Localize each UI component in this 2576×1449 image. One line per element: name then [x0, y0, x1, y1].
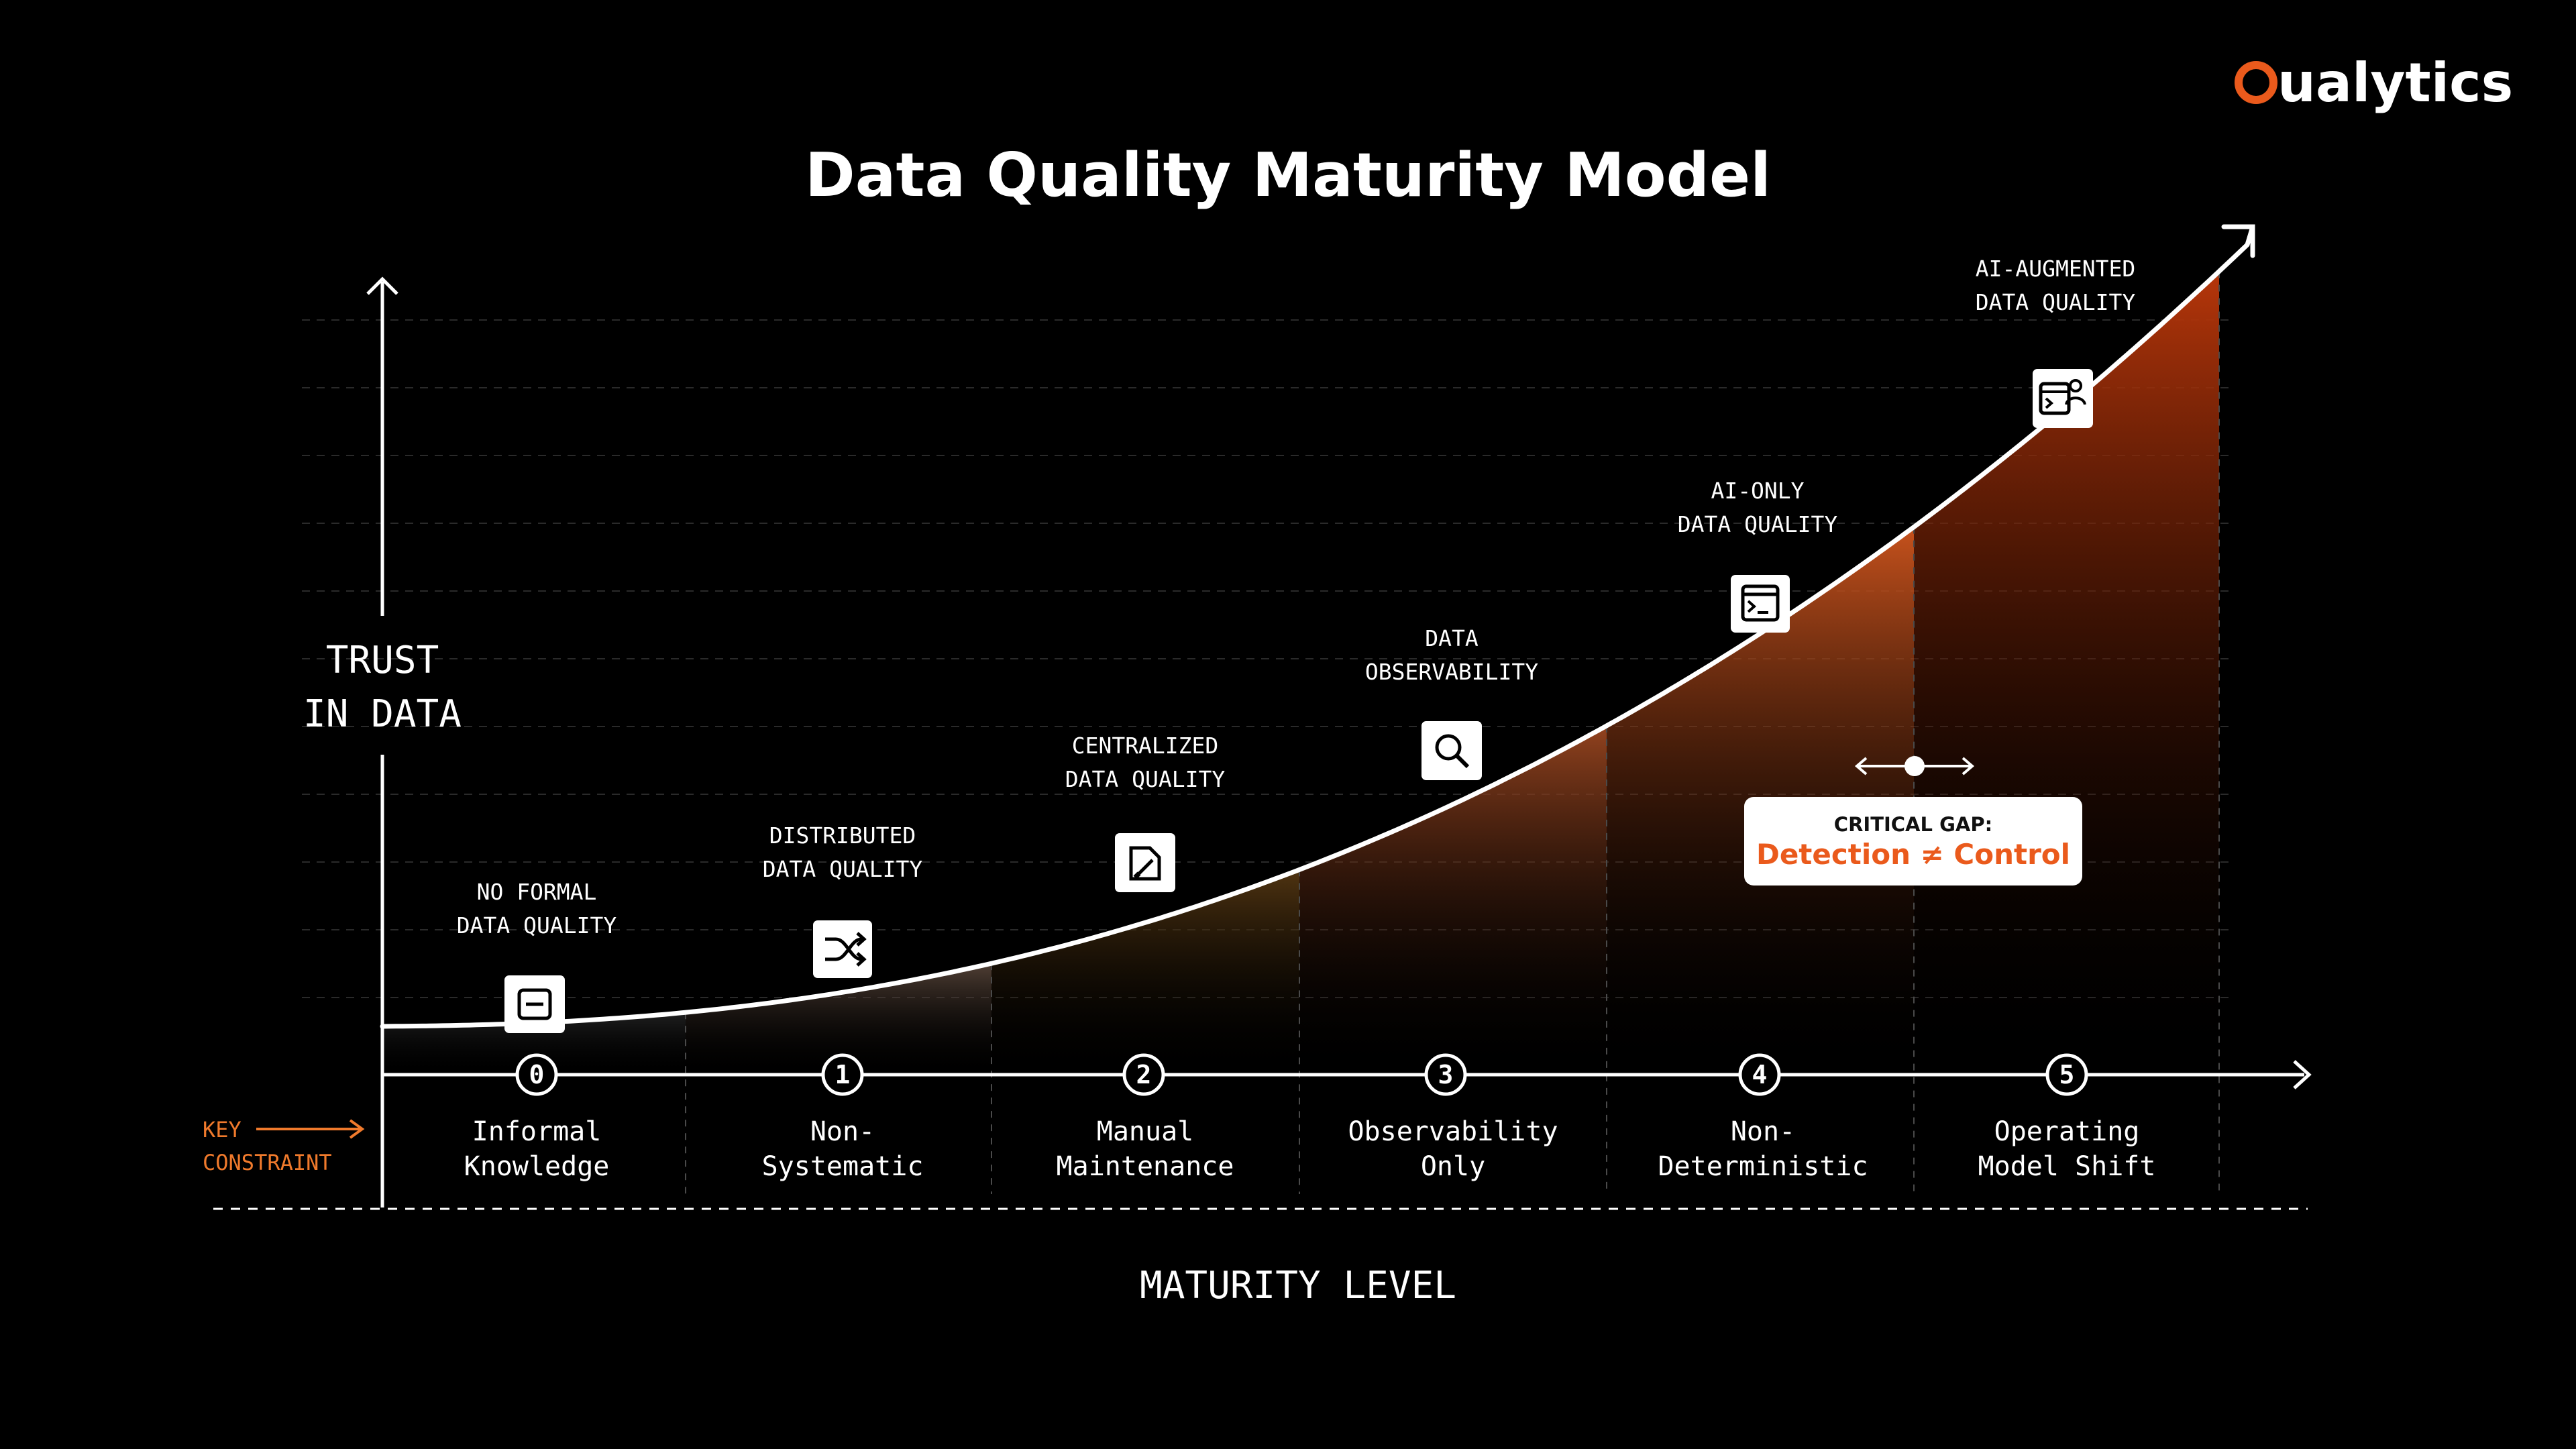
y-axis-label-line-2: IN DATA — [303, 692, 462, 736]
stage-separators — [685, 271, 2220, 1194]
curve-segment-fill — [1299, 725, 1607, 1075]
level-number: 5 — [2059, 1060, 2075, 1089]
critical-gap-title: CRITICAL GAP: — [1834, 813, 1992, 836]
level-badge — [1424, 1053, 1467, 1096]
critical-gap-callout: CRITICAL GAP: Detection ≠ Control — [1744, 756, 2082, 885]
minus-square-icon — [504, 975, 565, 1033]
ai-agent-icon — [2033, 369, 2093, 428]
curve-arrowhead-icon — [2221, 224, 2255, 258]
level-badge — [515, 1053, 558, 1096]
level-badge — [1738, 1053, 1781, 1096]
level-badge — [1122, 1053, 1165, 1096]
constraint-line-1: Non- — [810, 1116, 875, 1147]
x-axis-label: MATURITY LEVEL — [1140, 1264, 1456, 1307]
constraint-line-2: Model Shift — [1978, 1151, 2156, 1182]
stage-name-line-2: DATA QUALITY — [1678, 511, 1838, 537]
constraint-line-1: Informal — [472, 1116, 602, 1147]
critical-gap-text: Detection ≠ Control — [1756, 838, 2070, 871]
key-constraint-label-line-1: KEY — [203, 1117, 241, 1142]
level-number: 1 — [835, 1060, 851, 1089]
curve-fill-segments — [382, 271, 2219, 1075]
constraint-line-1: Manual — [1097, 1116, 1194, 1147]
stage-name-line-2: DATA QUALITY — [1065, 766, 1226, 792]
stage-name-line-2: OBSERVABILITY — [1365, 659, 1538, 685]
terminal-window-icon — [1731, 575, 1790, 633]
curve-segment-fill — [686, 963, 991, 1075]
stage-3: DATA OBSERVABILITY 3 Observability Only — [1348, 625, 1558, 1182]
level-number: 4 — [1752, 1060, 1768, 1089]
constraint-line-2: Knowledge — [464, 1151, 610, 1182]
stage-0: NO FORMAL DATA QUALITY 0 Informal Knowle… — [457, 879, 617, 1182]
constraint-line-2: Maintenance — [1057, 1151, 1234, 1182]
curve-segment-fill — [382, 1012, 686, 1075]
stage-name-line-1: DATA — [1425, 625, 1479, 651]
maturity-curve — [380, 224, 2255, 1029]
stage-name-line-1: NO FORMAL — [477, 879, 597, 905]
key-constraint-label-line-2: CONSTRAINT — [203, 1150, 332, 1175]
stage-name-line-1: CENTRALIZED — [1072, 733, 1219, 759]
critical-gap-box — [1744, 797, 2082, 885]
constraint-line-1: Non- — [1731, 1116, 1795, 1147]
key-constraint-legend: KEY CONSTRAINT — [203, 1117, 365, 1175]
qualytics-logo: ualytics — [2235, 52, 2513, 114]
stage-name-line-2: DATA QUALITY — [457, 912, 617, 938]
stage-1: DISTRIBUTED DATA QUALITY 1 Non- Systemat… — [762, 822, 924, 1182]
constraint-line-2: Deterministic — [1658, 1151, 1868, 1182]
stage-name-line-1: DISTRIBUTED — [769, 822, 916, 849]
stage-4: AI-ONLY DATA QUALITY 4 Non- Deterministi… — [1658, 478, 1868, 1182]
level-number: 3 — [1438, 1060, 1454, 1089]
curve-segment-fill — [991, 869, 1299, 1075]
stage-name-line-2: DATA QUALITY — [763, 856, 923, 882]
search-icon — [1421, 721, 1482, 780]
constraint-line-1: Observability — [1348, 1116, 1558, 1147]
stage-2: CENTRALIZED DATA QUALITY 2 Manual Mainte… — [1057, 733, 1234, 1182]
constraint-line-2: Only — [1421, 1151, 1485, 1182]
stage-5: AI-AUGMENTED DATA QUALITY 5 Operating Mo… — [1976, 256, 2156, 1182]
stage-name-line-1: AI-AUGMENTED — [1976, 256, 2135, 282]
level-number: 2 — [1136, 1060, 1152, 1089]
constraint-line-1: Operating — [1994, 1116, 2140, 1147]
y-axis-label-line-1: TRUST — [326, 639, 439, 682]
constraint-line-2: Systematic — [762, 1151, 924, 1182]
logo-mark-icon — [2235, 61, 2277, 104]
double-arrow-slider-icon — [1854, 756, 1975, 776]
shuffle-icon — [813, 920, 872, 978]
y-axis: TRUST IN DATA — [303, 276, 462, 1208]
level-badge — [2045, 1053, 2088, 1096]
level-number: 0 — [529, 1060, 545, 1089]
stage-name-line-2: DATA QUALITY — [1976, 289, 2136, 315]
stage-name-line-1: AI-ONLY — [1711, 478, 1804, 504]
logo-wordmark: ualytics — [2277, 52, 2513, 114]
page-title: Data Quality Maturity Model — [805, 140, 1771, 211]
document-edit-icon — [1115, 833, 1175, 892]
level-badge — [821, 1053, 864, 1096]
x-axis: MATURITY LEVEL — [213, 1060, 2312, 1307]
